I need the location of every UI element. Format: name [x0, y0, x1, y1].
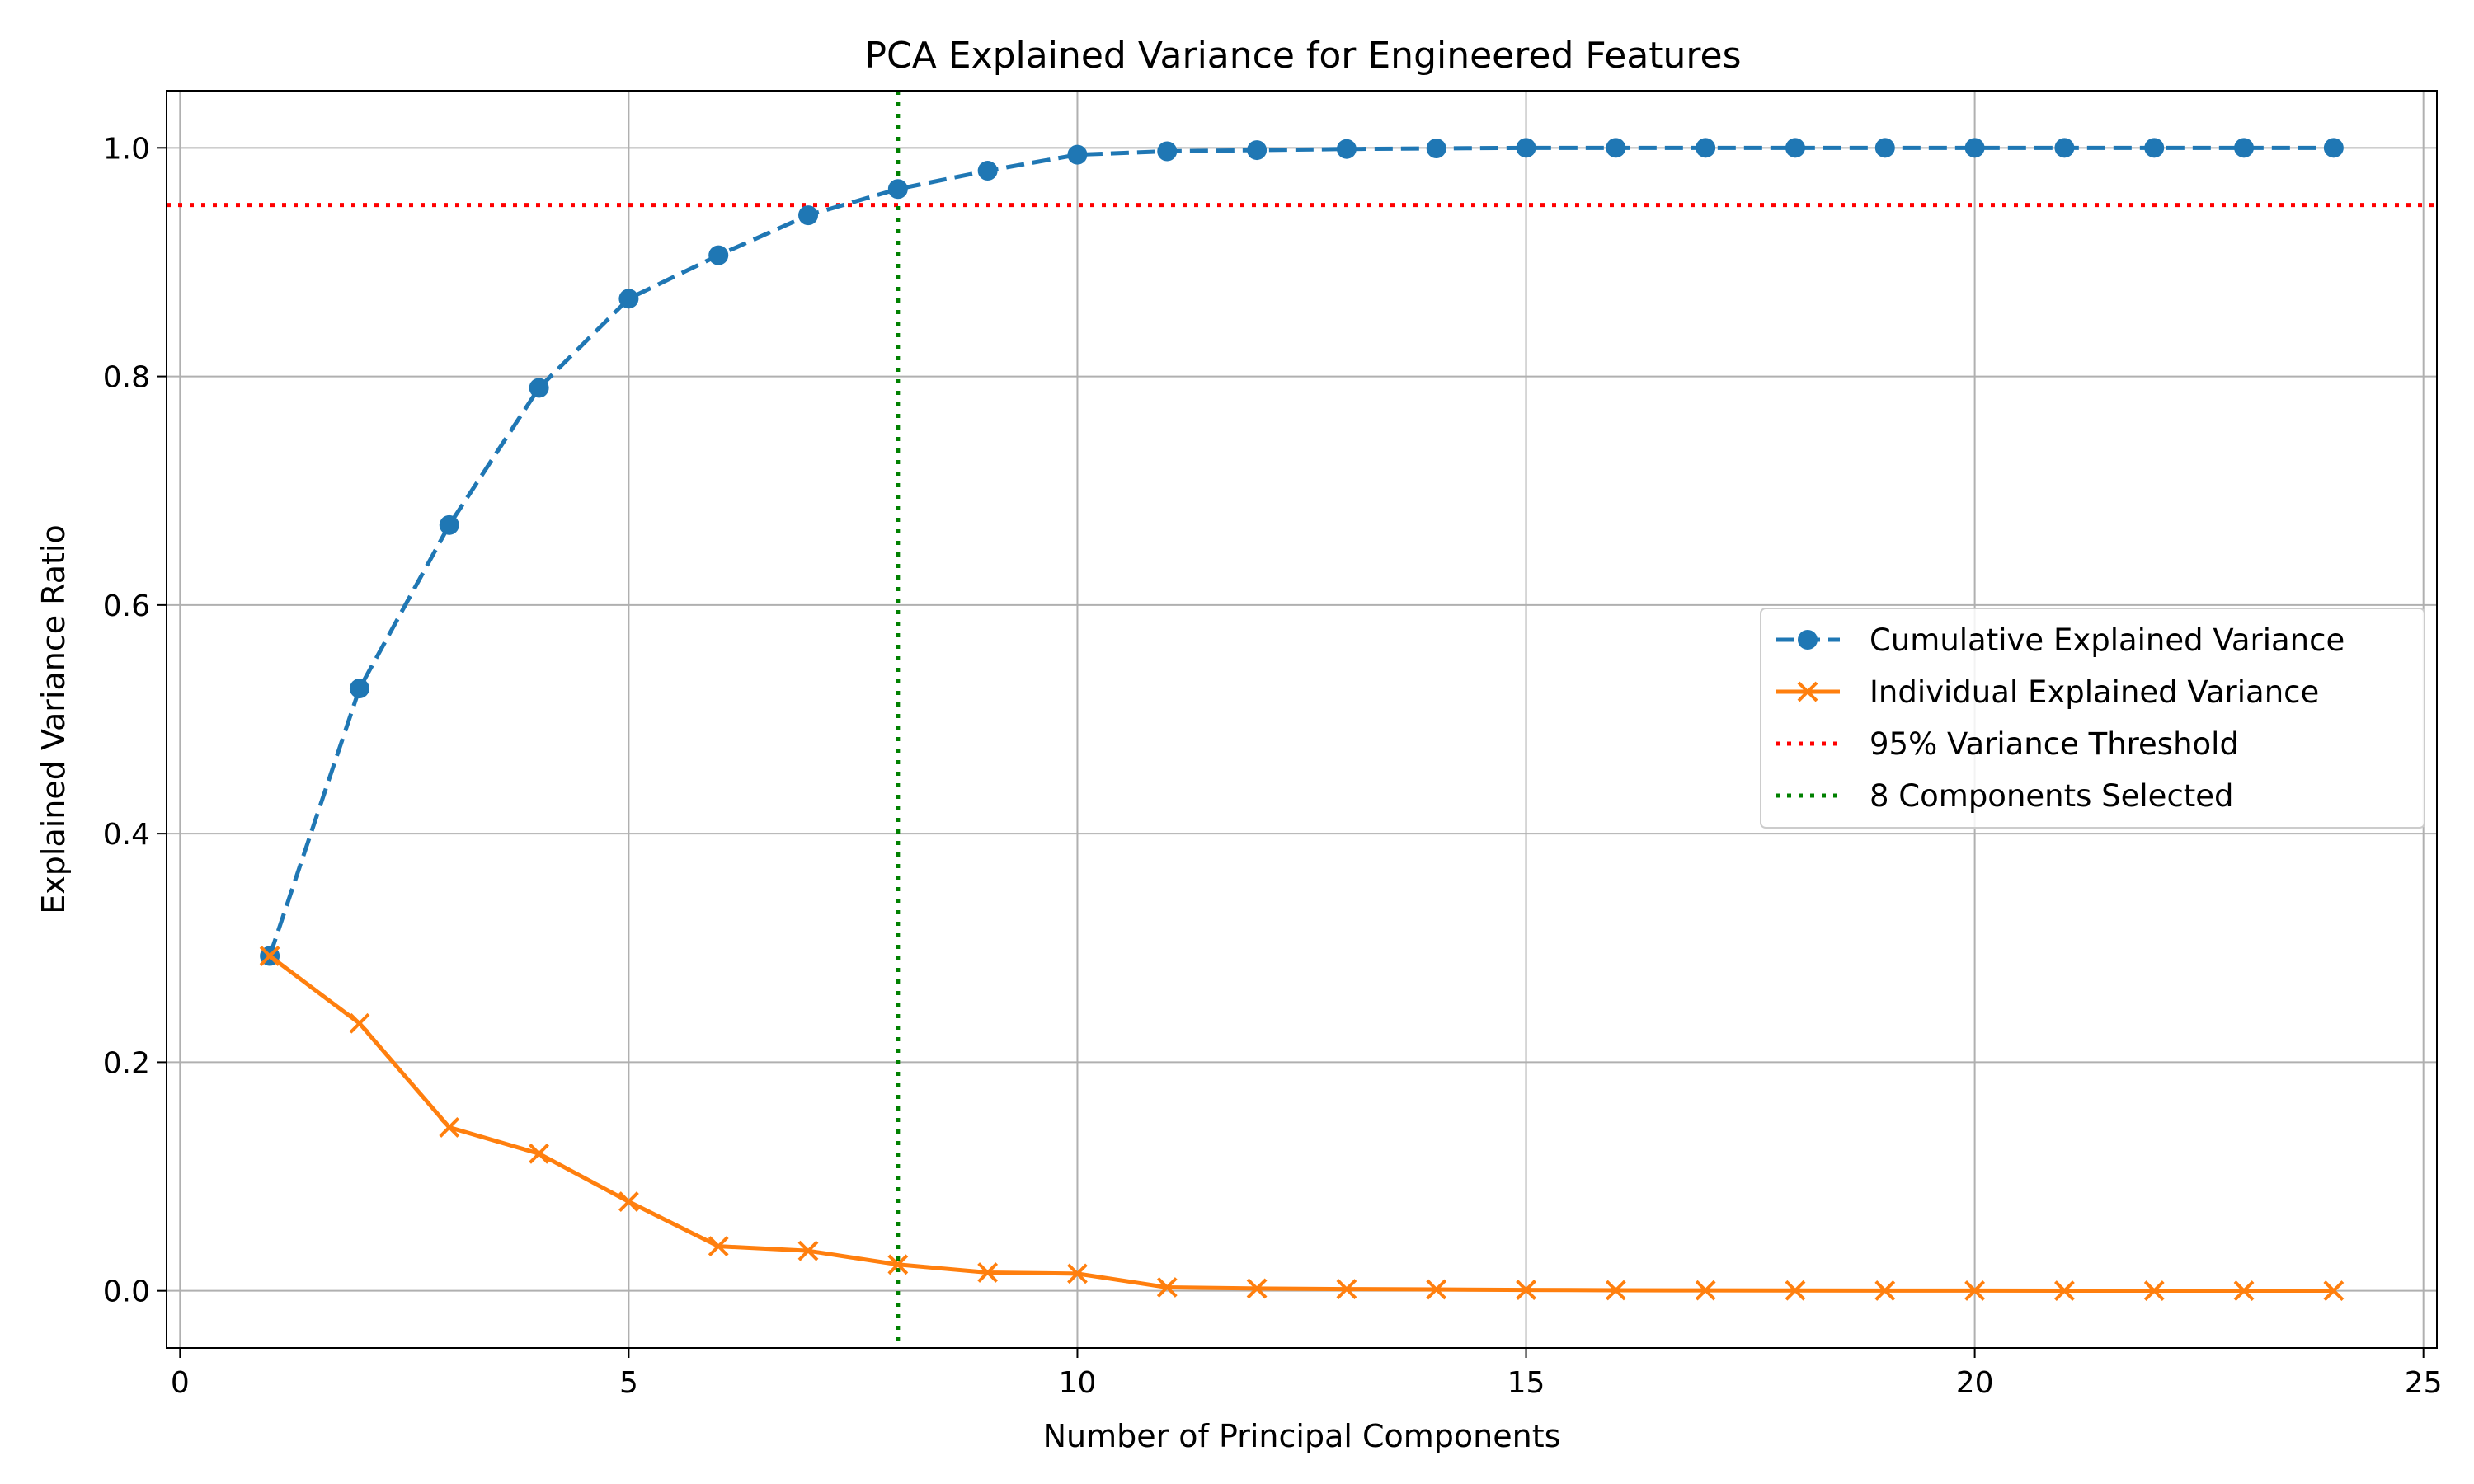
legend-label: 8 Components Selected	[1870, 778, 2234, 814]
y-tick-label: 0.4	[103, 818, 150, 852]
legend-label: Cumulative Explained Variance	[1870, 622, 2345, 658]
data-point	[1785, 138, 1805, 158]
data-point	[1516, 1280, 1536, 1300]
y-axis-ticks: 0.0 0.2 0.4 0.6 0.8 1.0	[103, 132, 167, 1309]
data-point	[2234, 138, 2255, 158]
data-point	[1605, 1280, 1626, 1301]
data-point	[1874, 138, 1895, 158]
y-tick-label: 0.2	[103, 1046, 150, 1080]
series-line	[268, 954, 2334, 1294]
data-point	[708, 245, 729, 265]
x-tick-label: 5	[619, 1366, 638, 1400]
data-point	[977, 161, 998, 181]
data-point	[797, 1240, 819, 1261]
data-point	[1246, 1278, 1268, 1299]
legend-swatch-marker	[1797, 681, 1818, 702]
data-point	[1964, 1280, 1986, 1301]
data-point	[1336, 139, 1357, 159]
data-point	[349, 679, 369, 699]
data-point	[1247, 140, 1268, 161]
data-point	[529, 378, 549, 398]
x-tick-label: 10	[1059, 1366, 1097, 1400]
y-tick-label: 0.0	[103, 1275, 150, 1309]
data-point	[798, 205, 819, 226]
chart-title: PCA Explained Variance for Engineered Fe…	[864, 35, 1741, 77]
data-point	[1067, 144, 1088, 165]
data-point	[1426, 1279, 1447, 1300]
data-point	[259, 946, 280, 966]
data-point	[1874, 1280, 1896, 1301]
data-point	[529, 1143, 549, 1164]
series-line	[267, 145, 2334, 957]
data-point	[977, 1262, 999, 1283]
data-point	[2144, 138, 2165, 158]
legend-box	[1760, 608, 2425, 829]
data-point	[1516, 138, 1536, 158]
x-tick-label: 0	[171, 1366, 190, 1400]
data-point	[2323, 138, 2344, 158]
legend: Cumulative Explained Variance Individual …	[1760, 608, 2425, 829]
data-point	[1696, 138, 1716, 158]
data-point	[887, 1254, 909, 1275]
data-point	[1336, 1279, 1357, 1300]
y-axis-label: Explained Variance Ratio	[35, 524, 72, 913]
legend-swatch-marker	[1798, 630, 1818, 650]
data-point	[1964, 138, 1985, 158]
data-point	[2054, 138, 2075, 158]
x-axis-ticks: 0 5 10 15 20 25	[171, 1348, 2443, 1400]
plot-frame	[166, 90, 2438, 1349]
data-point	[1785, 1280, 1806, 1301]
reference-lines	[167, 91, 2437, 1348]
data-point	[618, 1191, 639, 1212]
x-tick-label: 25	[2405, 1366, 2443, 1400]
data-point	[1067, 1263, 1088, 1284]
x-tick-label: 20	[1956, 1366, 1994, 1400]
y-tick-label: 0.6	[103, 589, 150, 623]
series-layer	[259, 138, 2345, 1301]
data-point	[439, 514, 459, 535]
x-axis-label: Number of Principal Components	[1043, 1418, 1561, 1454]
x-tick-label: 15	[1507, 1366, 1545, 1400]
legend-label: 95% Variance Threshold	[1870, 726, 2239, 762]
data-point	[708, 1236, 729, 1257]
data-point	[2054, 1280, 2075, 1301]
data-point	[1426, 139, 1446, 159]
data-point	[887, 179, 908, 200]
data-point	[439, 1117, 460, 1138]
data-point	[1156, 1277, 1178, 1298]
data-point	[2233, 1280, 2255, 1301]
y-tick-label: 1.0	[103, 132, 150, 166]
legend-label: Individual Explained Variance	[1870, 674, 2319, 710]
data-point	[1695, 1280, 1716, 1301]
y-tick-label: 0.8	[103, 361, 150, 395]
data-point	[2323, 1280, 2345, 1301]
data-point	[2143, 1280, 2165, 1301]
data-point	[349, 1012, 370, 1034]
data-point	[1157, 141, 1178, 162]
data-point	[618, 289, 639, 309]
data-point	[1606, 138, 1626, 158]
